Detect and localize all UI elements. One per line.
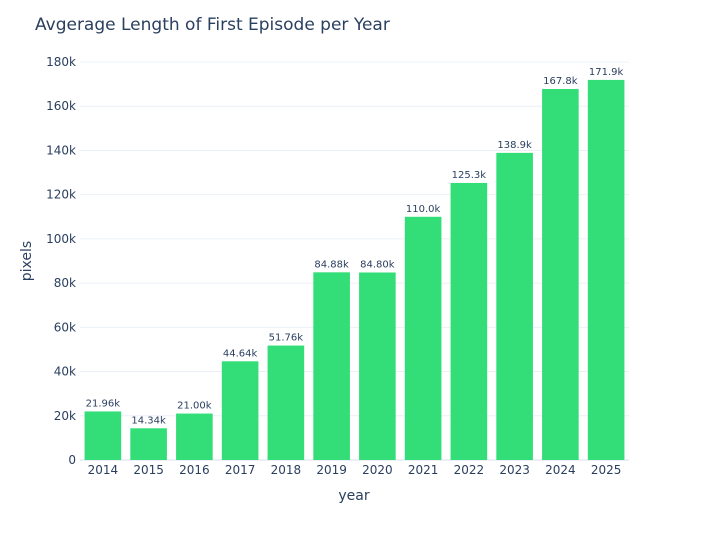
bar-2025: [587, 79, 625, 460]
y-tick-label: 0: [68, 453, 76, 467]
data-label: 21.00k: [177, 401, 212, 412]
x-tick-label: 2017: [225, 463, 256, 477]
x-tick-label: 2024: [545, 463, 576, 477]
data-label: 167.8k: [543, 76, 578, 87]
bar-2015: [130, 428, 167, 460]
bar-2014: [84, 411, 122, 460]
data-label: 138.9k: [497, 140, 532, 151]
bar-2020: [359, 272, 396, 460]
y-tick-label: 160k: [46, 99, 76, 113]
x-tick-label: 2019: [316, 463, 347, 477]
gridlines: [80, 61, 629, 461]
bars: [84, 79, 625, 461]
y-tick-label: 80k: [54, 276, 76, 290]
data-label: 84.80k: [360, 259, 395, 270]
bar-2018: [267, 345, 305, 460]
y-tick-label: 100k: [46, 232, 76, 246]
x-tick-label: 2015: [133, 463, 164, 477]
x-tick-label: 2021: [408, 463, 439, 477]
data-labels: 21.96k 14.34k 21.00k 44.64k 51.76k 84.88k 84.8…: [86, 67, 624, 426]
x-axis-ticks: 2014 2015 2016 2017 2018 2019 2020 2021 2022 2023…: [88, 463, 622, 477]
y-tick-label: 140k: [46, 143, 76, 157]
bar-2023: [496, 152, 533, 461]
data-label: 44.64k: [223, 348, 258, 359]
x-tick-label: 2018: [271, 463, 302, 477]
x-tick-label: 2014: [88, 463, 119, 477]
y-tick-label: 20k: [54, 409, 76, 423]
bar-2016: [176, 413, 213, 460]
x-tick-label: 2023: [499, 463, 530, 477]
x-tick-label: 2016: [179, 463, 210, 477]
data-label: 21.96k: [86, 398, 121, 409]
chart-title: Avgerage Length of First Episode per Yea…: [35, 15, 390, 35]
x-tick-label: 2025: [591, 463, 622, 477]
bar-2021: [404, 216, 442, 460]
x-tick-label: 2022: [454, 463, 485, 477]
data-label: 84.88k: [314, 259, 349, 270]
x-axis-title: year: [338, 488, 369, 504]
y-tick-label: 180k: [46, 55, 76, 69]
data-label: 125.3k: [452, 170, 487, 181]
bar-2024: [542, 88, 579, 460]
bar-2019: [313, 272, 350, 460]
y-axis-title: pixels: [19, 241, 35, 281]
bar-2022: [450, 182, 488, 460]
x-tick-label: 2020: [362, 463, 393, 477]
data-label: 51.76k: [269, 333, 304, 344]
bar-2017: [221, 361, 259, 460]
y-axis-ticks: 0 20k 40k 60k 80k 100k 120k 140k 160k 180k: [46, 55, 76, 467]
y-tick-label: 60k: [54, 320, 76, 334]
data-label: 171.9k: [589, 67, 624, 78]
y-tick-label: 120k: [46, 188, 76, 202]
data-label: 14.34k: [131, 415, 166, 426]
y-tick-label: 40k: [54, 365, 76, 379]
data-label: 110.0k: [406, 204, 441, 215]
